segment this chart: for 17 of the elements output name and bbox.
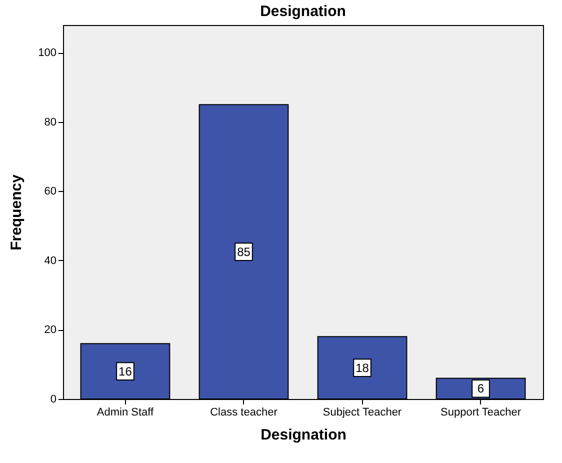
y-tick-label: 40 [44,254,56,267]
y-tick-label: 20 [44,324,56,336]
x-tick-label: Admin Staff [96,406,154,418]
data-label: 85 [237,244,251,259]
data-label: 16 [118,364,132,378]
y-tick-label: 100 [38,47,56,60]
x-tick-label: Support Teacher [440,406,522,418]
data-label: 6 [477,382,484,396]
data-label: 18 [356,360,370,375]
y-axis-title: Frequency [8,174,26,250]
x-tick-label: Subject Teacher [322,406,402,418]
chart-title: Designation [260,3,346,20]
y-tick-label: 60 [44,186,56,198]
y-tick-label: 0 [50,394,56,406]
x-tick-label: Class teacher [210,406,278,418]
x-axis-title: Designation [260,426,346,444]
y-tick-label: 80 [44,116,56,128]
